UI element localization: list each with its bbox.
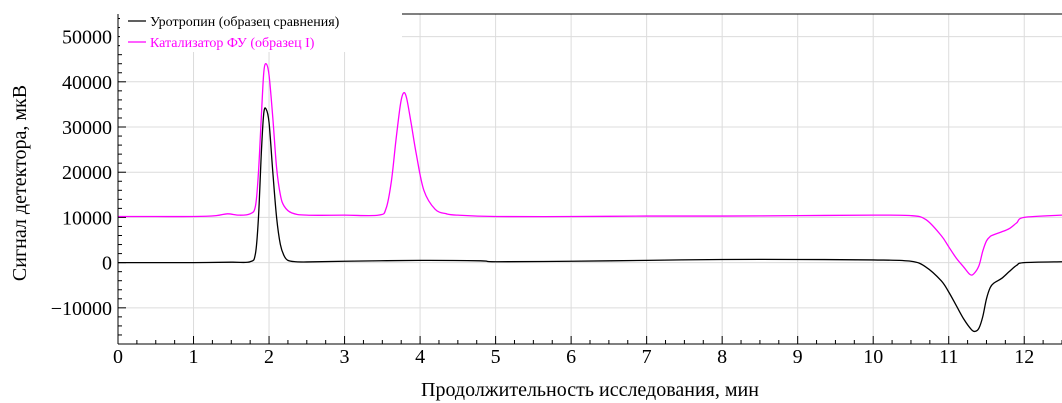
legend: Уротропин (образец сравнения) Катализато…	[120, 10, 402, 52]
y-axis-title: Сигнал детектора, мкВ	[9, 85, 31, 281]
x-tick-label-7: 7	[642, 346, 652, 368]
x-tick-label-6: 6	[566, 346, 576, 368]
x-tick-label-10: 10	[863, 346, 883, 368]
y-tick-label-2: 10000	[62, 207, 112, 229]
y-tick-label-3: 20000	[62, 162, 112, 184]
y-tick-label-1: 0	[102, 253, 112, 275]
series-line-0	[118, 107, 1062, 333]
x-axis-title: Продолжительность исследования, мин	[421, 379, 759, 401]
plot-area	[118, 14, 1062, 344]
x-tick-labels: 0 1 2 3 4 5 6 7 8 9 10 11 12	[113, 346, 1034, 368]
x-tick-label-8: 8	[717, 346, 727, 368]
x-tick-label-12: 12	[1014, 346, 1034, 368]
series-line-1	[117, 63, 1062, 276]
y-tick-labels: −10000 0 10000 20000 30000 40000 50000	[51, 27, 112, 320]
grid	[118, 14, 1062, 344]
x-tick-label-0: 0	[113, 346, 123, 368]
y-tick-label-0: −10000	[51, 298, 112, 320]
x-tick-label-4: 4	[415, 346, 425, 368]
x-tick-label-1: 1	[189, 346, 199, 368]
x-tick-label-3: 3	[340, 346, 350, 368]
legend-box	[120, 10, 402, 52]
x-tick-label-2: 2	[264, 346, 274, 368]
x-tick-label-9: 9	[793, 346, 803, 368]
legend-label-series-1: Катализатор ФУ (образец I)	[150, 36, 315, 51]
x-tick-label-5: 5	[491, 346, 501, 368]
y-tick-label-6: 50000	[62, 27, 112, 49]
y-tick-label-4: 30000	[62, 117, 112, 139]
y-tick-label-5: 40000	[62, 72, 112, 94]
legend-label-series-0: Уротропин (образец сравнения)	[150, 15, 340, 30]
series-layer	[117, 63, 1062, 333]
x-tick-label-11: 11	[939, 346, 958, 368]
